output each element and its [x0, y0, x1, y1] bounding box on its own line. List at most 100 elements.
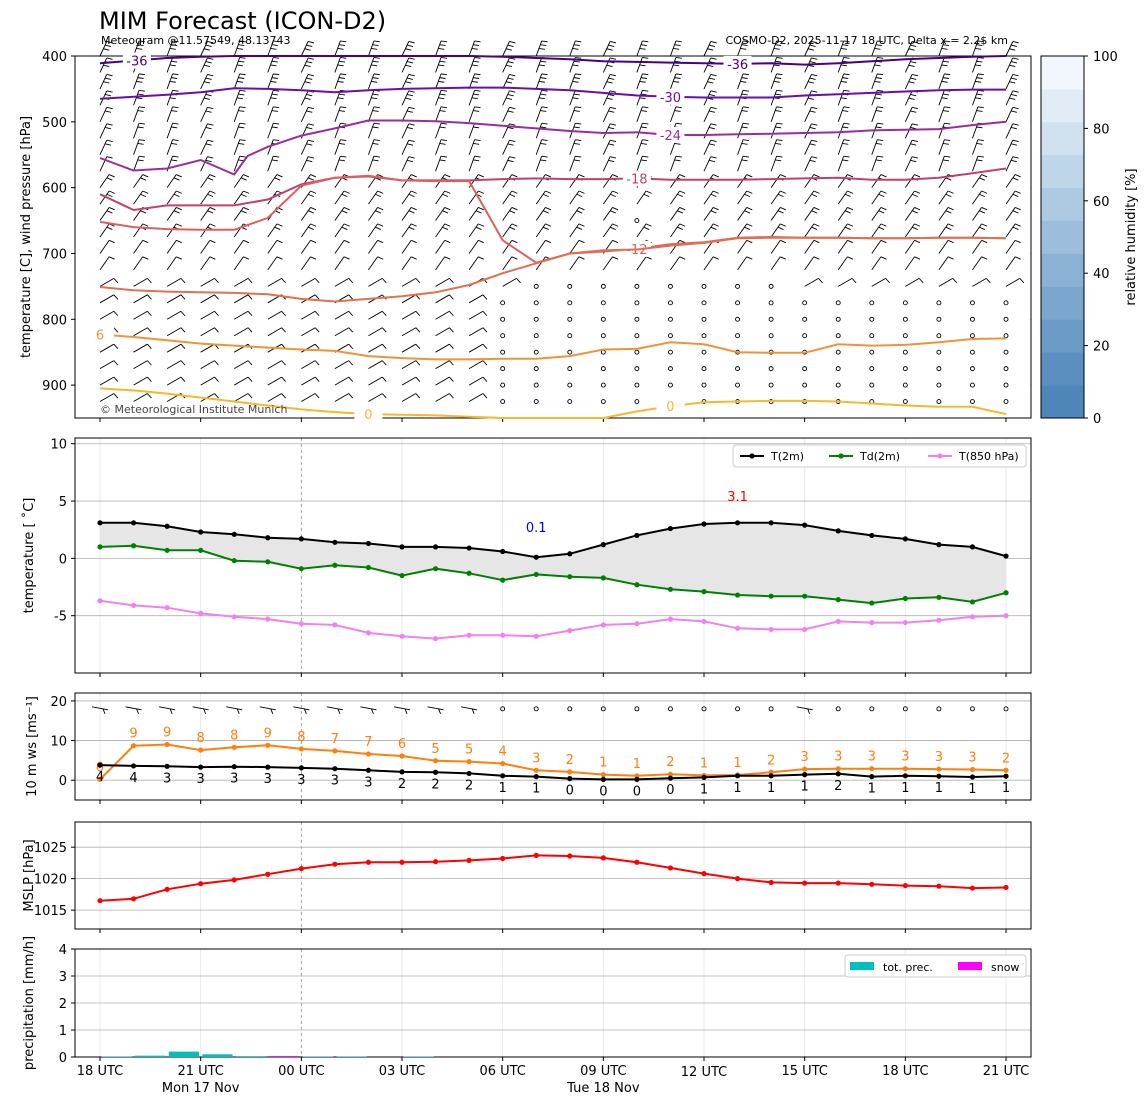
- wind-barb-staff: [871, 277, 886, 287]
- wind-barb-flag: [842, 143, 849, 145]
- wind-barb-staff: [133, 310, 148, 320]
- y-tick-label: 0: [59, 1051, 67, 1066]
- data-label: 1: [968, 782, 976, 797]
- wind-barb-flag: [945, 226, 952, 230]
- isotherm-label-bg: [723, 55, 752, 72]
- wind-barb-flag: [606, 81, 613, 84]
- wind-barb-staff: [670, 155, 677, 172]
- calm-wind-circle: [735, 333, 741, 339]
- wind-barb-flag: [273, 73, 280, 76]
- wind-barb-flag: [274, 226, 281, 230]
- page-title: MIM Forecast (ICON-D2): [99, 7, 387, 35]
- calm-wind-circle: [634, 283, 640, 289]
- wind-barb-staff: [602, 223, 613, 238]
- wind-barb-flag: [578, 174, 585, 178]
- wind-barb-flag: [941, 64, 948, 67]
- wind-barb-staff: [904, 174, 915, 188]
- data-point: [198, 764, 204, 770]
- y-tick-label: 600: [42, 182, 67, 197]
- data-point: [802, 522, 808, 528]
- wind-barb-flag: [675, 155, 682, 158]
- wind-barb-flag: [340, 106, 347, 109]
- calm-wind-circle: [735, 366, 741, 372]
- wind-barb-staff: [334, 277, 349, 287]
- wind-barb-flag: [104, 126, 112, 130]
- wind-barb-staff: [233, 123, 241, 139]
- legend-swatch: [958, 962, 982, 970]
- wind-barb-staff: [938, 277, 953, 287]
- wind-barb-flag: [442, 226, 449, 230]
- wind-barb-flag: [609, 106, 617, 110]
- wind-barb-flag: [847, 256, 854, 260]
- data-label: 7: [331, 732, 339, 747]
- wind-barb-flag: [542, 210, 549, 214]
- wind-barb-flag: [578, 256, 585, 260]
- data-point: [802, 880, 808, 886]
- data-point: [399, 753, 405, 759]
- calm-wind-circle: [902, 316, 908, 322]
- calm-wind-circle: [802, 366, 808, 372]
- wind-barb-flag: [977, 106, 984, 109]
- wind-barb-staff: [569, 240, 580, 254]
- data-point: [164, 741, 170, 748]
- wind-barb-flag: [1010, 110, 1018, 113]
- wind-barb-staff: [636, 123, 643, 139]
- wind-barb-flag: [240, 177, 247, 181]
- wind-barb-flag: [1010, 143, 1018, 146]
- wind-barb-staff: [233, 190, 244, 205]
- wind-barb-flag: [639, 64, 646, 67]
- wind-barb-staff: [535, 174, 546, 188]
- wind-barb-staff: [468, 376, 484, 386]
- wind-barb-flag: [677, 226, 684, 230]
- panel-frame: [74, 437, 1032, 674]
- wind-barb-flag: [639, 97, 646, 100]
- wind-barb-staff: [1005, 190, 1016, 205]
- wind-barb-flag: [842, 159, 849, 162]
- colorbar-tick-label: 80: [1093, 122, 1110, 137]
- wind-barb-staff: [468, 393, 484, 402]
- wind-barb-staff: [99, 123, 108, 139]
- wind-barb-flag: [945, 193, 952, 198]
- calm-wind-circle: [701, 382, 707, 388]
- wind-barb-flag: [404, 708, 408, 715]
- wind-barb-flag: [612, 223, 619, 227]
- data-point: [466, 570, 472, 576]
- wind-barb-flag: [381, 360, 387, 366]
- wind-barb-flag: [482, 294, 488, 300]
- wind-barb-flag: [609, 123, 617, 126]
- wind-barb-flag: [843, 40, 850, 43]
- wind-barb-staff: [267, 393, 282, 402]
- wind-barb-flag: [310, 239, 317, 244]
- y-tick-label: 1020: [34, 873, 67, 888]
- wind-barb-flag: [172, 155, 179, 158]
- data-label: 1: [599, 756, 607, 771]
- wind-barb-flag: [304, 48, 311, 51]
- wind-barb-flag: [341, 210, 348, 214]
- wind-barb-flag: [108, 174, 115, 178]
- wind-barb-flag: [572, 97, 579, 100]
- wind-barb-staff: [267, 376, 282, 386]
- calm-wind-circle: [634, 399, 640, 404]
- wind-barb-flag: [777, 226, 784, 230]
- wind-barb-flag: [910, 44, 917, 47]
- y-tick-label: 0: [59, 552, 67, 567]
- wind-barb-flag: [247, 294, 253, 300]
- wind-barb-flag: [142, 223, 149, 227]
- wind-barb-flag: [247, 360, 253, 366]
- wind-barb-flag: [708, 110, 716, 113]
- wind-barb-staff: [905, 277, 920, 287]
- data-point: [634, 776, 640, 782]
- wind-barb-flag: [138, 155, 146, 158]
- wind-barb-flag: [908, 48, 915, 51]
- data-point: [432, 544, 439, 550]
- wind-barb-staff: [233, 174, 244, 188]
- wind-barb-flag: [137, 77, 144, 79]
- wind-barb-flag: [410, 256, 417, 260]
- y-tick-label: 800: [42, 313, 67, 328]
- wind-barb-flag: [314, 294, 320, 300]
- wind-barb-staff: [1005, 207, 1016, 221]
- wind-barb-staff: [334, 393, 349, 402]
- wind-barb-flag: [981, 256, 988, 260]
- wind-barb-flag: [310, 256, 317, 260]
- wind-barb-staff: [99, 393, 115, 402]
